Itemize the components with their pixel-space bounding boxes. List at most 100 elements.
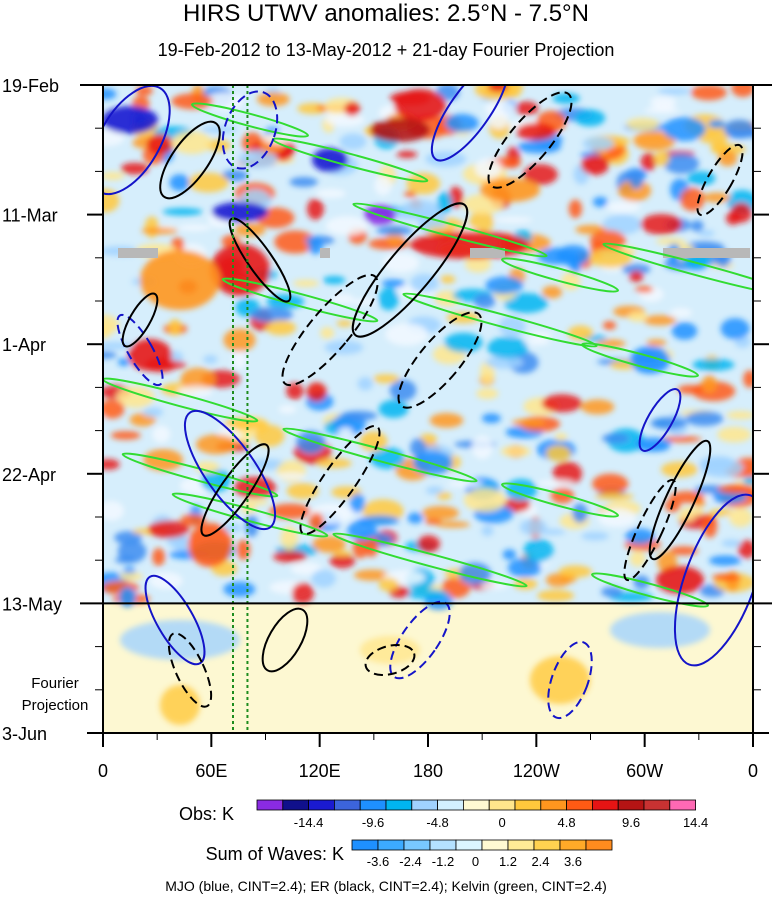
anomaly-cell xyxy=(558,565,592,578)
anomaly-cell xyxy=(536,479,574,487)
anomaly-feature xyxy=(188,523,232,567)
colorbar-label: Sum of Waves: K xyxy=(206,844,344,864)
colorbar-cell xyxy=(411,799,438,811)
anomaly-cell xyxy=(629,550,646,567)
anomaly-cell xyxy=(103,459,120,470)
anomaly-cell xyxy=(709,555,741,566)
colorbars: Obs: K -14.4 -9.6 -4.8 0 4.8 9.6 14.4 Sum of Wav… xyxy=(179,799,708,869)
kelvin-contour xyxy=(121,452,279,498)
colorbar-cell xyxy=(462,799,490,811)
anomaly-cell xyxy=(473,293,496,309)
anomaly-cell xyxy=(660,436,702,443)
anomaly-cell xyxy=(103,342,135,350)
anomaly-cell xyxy=(574,109,606,127)
anomaly-feature xyxy=(394,89,446,121)
anomaly-cell xyxy=(278,404,297,414)
kelvin-contour xyxy=(352,202,548,258)
anomaly-cell xyxy=(729,507,753,528)
anomaly-cell xyxy=(602,214,642,235)
colorbar-cell xyxy=(359,799,387,811)
anomaly-cell xyxy=(364,536,379,558)
anomaly-cell xyxy=(378,577,399,592)
colorbar-cell xyxy=(256,799,284,811)
anomaly-cell xyxy=(717,484,753,494)
anomaly-cell xyxy=(407,512,424,524)
anomaly-cell xyxy=(542,285,563,299)
anomaly-cell xyxy=(580,399,615,415)
anomaly-feature xyxy=(128,339,172,371)
anomaly-cell xyxy=(737,540,753,559)
anomaly-cell xyxy=(336,320,353,327)
anomaly-cell xyxy=(435,521,471,528)
anomaly-cell xyxy=(474,157,502,179)
y-tick-label: 13-May xyxy=(2,594,62,614)
er-contour xyxy=(648,439,712,561)
anomaly-cell xyxy=(718,150,738,167)
colorbar-tick-label: 9.6 xyxy=(622,815,640,830)
er-contour xyxy=(200,443,270,537)
colorbar-cell xyxy=(437,799,464,811)
anomaly-cell xyxy=(552,93,580,104)
anomaly-cell xyxy=(440,275,456,284)
anomaly-cell xyxy=(606,201,641,213)
anomaly-cell xyxy=(601,433,630,444)
anomaly-cell xyxy=(103,399,125,419)
er-contour xyxy=(228,217,292,303)
projection-feature xyxy=(120,620,240,660)
anomaly-feature xyxy=(140,250,220,310)
missing-data-band xyxy=(470,248,505,258)
er-contour xyxy=(397,311,483,409)
anomaly-cell xyxy=(312,535,346,553)
anomaly-field xyxy=(103,85,753,725)
colorbar-cell xyxy=(507,839,535,851)
kelvin-contour xyxy=(332,532,528,588)
anomaly-cell xyxy=(203,355,218,364)
anomaly-cell xyxy=(721,539,742,548)
anomaly-cell xyxy=(669,546,699,556)
anomaly-cell xyxy=(331,293,354,305)
er-contour xyxy=(351,202,469,338)
anomaly-feature xyxy=(370,118,430,142)
er-contour xyxy=(623,478,677,582)
er-contour xyxy=(121,292,159,348)
anomaly-cell xyxy=(437,191,453,214)
anomaly-cell xyxy=(703,192,731,203)
anomaly-cell xyxy=(447,480,484,488)
missing-data-band xyxy=(320,248,330,258)
anomaly-cell xyxy=(697,230,715,237)
projection-feature xyxy=(360,636,420,664)
plot-clip-group xyxy=(103,85,753,733)
anomaly-cell xyxy=(656,103,673,112)
mjo-contour xyxy=(183,409,277,531)
colorbar-cell xyxy=(385,799,413,811)
anomaly-cell xyxy=(708,119,725,129)
anomaly-cell xyxy=(692,358,735,371)
kelvin-contour xyxy=(501,257,619,293)
anomaly-cell xyxy=(286,483,319,499)
colorbar-cell xyxy=(333,799,361,811)
anomaly-feature xyxy=(581,155,609,175)
anomaly-cell xyxy=(493,216,533,224)
anomaly-cell xyxy=(485,356,524,369)
colorbar-cell xyxy=(566,799,593,811)
anomaly-cell xyxy=(626,117,660,131)
anomaly-cell xyxy=(357,377,373,391)
anomaly-cell xyxy=(378,400,409,418)
er-contour xyxy=(364,644,416,676)
kelvin-contour xyxy=(581,342,699,378)
anomaly-cell xyxy=(332,550,352,557)
colorbar-cell xyxy=(351,839,379,851)
anomaly-cell xyxy=(582,136,615,151)
colorbar-cell xyxy=(559,839,587,851)
anomaly-cell xyxy=(306,382,327,402)
colorbar-tick-label: 0 xyxy=(472,854,479,869)
anomaly-cell xyxy=(537,589,575,602)
kelvin-contour xyxy=(103,377,259,423)
anomaly-cell xyxy=(385,323,429,346)
er-contour xyxy=(696,143,744,217)
anomaly-cell xyxy=(429,413,464,428)
x-tick-label: 0 xyxy=(748,761,758,781)
chart-title: HIRS UTWV anomalies: 2.5°N - 7.5°N xyxy=(183,0,589,27)
colorbar-tick-label: -14.4 xyxy=(294,815,324,830)
colorbar-cell xyxy=(617,799,645,811)
